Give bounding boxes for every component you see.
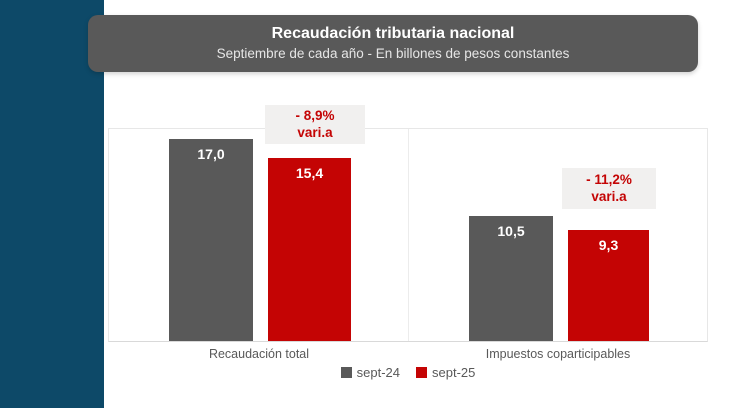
bar-value-label: 15,4 — [295, 165, 324, 181]
annotation-caption: vari.a — [297, 124, 333, 140]
legend-swatch-gray — [340, 367, 352, 378]
chart-title: Recaudación tributaria nacional — [271, 25, 515, 43]
left-accent-band — [0, 0, 104, 408]
legend-swatch-red — [416, 367, 427, 378]
chart-subtitle: Septiembre de cada año - En billones de … — [216, 46, 570, 62]
legend-label: sept-24 — [356, 365, 400, 380]
bar-value-label: 9,3 — [598, 237, 619, 253]
bar-sept24-recaudacion-total: 17,0 — [169, 139, 253, 341]
chart-legend: sept-24 sept-25 — [108, 365, 708, 380]
category-label-recaudacion-total: Recaudación total — [208, 347, 310, 361]
legend-label: sept-25 — [432, 365, 476, 380]
bar-value-label: 10,5 — [497, 223, 525, 239]
annotation-percent: - 11,2% — [586, 171, 632, 187]
plot-area: 17,0 15,4 10,5 9,3 — [108, 128, 708, 342]
legend-item-sept24: sept-24 — [340, 365, 400, 380]
annotation-percent: - 8,9% — [295, 107, 335, 123]
annotation-variation-impuestos-coparticipables: - 11,2% vari.a — [562, 168, 656, 209]
bar-value-label: 17,0 — [197, 146, 225, 162]
annotation-caption: vari.a — [591, 188, 627, 204]
annotation-variation-recaudacion-total: - 8,9% vari.a — [265, 105, 365, 144]
bar-sept25-impuestos-coparticipables: 9,3 — [568, 230, 649, 341]
chart-header: Recaudación tributaria nacional Septiemb… — [88, 15, 698, 72]
legend-item-sept25: sept-25 — [416, 365, 475, 380]
bar-sept25-recaudacion-total: 15,4 — [268, 158, 351, 341]
category-divider-gridline — [408, 129, 409, 341]
category-label-impuestos-coparticipables: Impuestos coparticipables — [485, 347, 631, 361]
bar-sept24-impuestos-coparticipables: 10,5 — [469, 216, 553, 341]
